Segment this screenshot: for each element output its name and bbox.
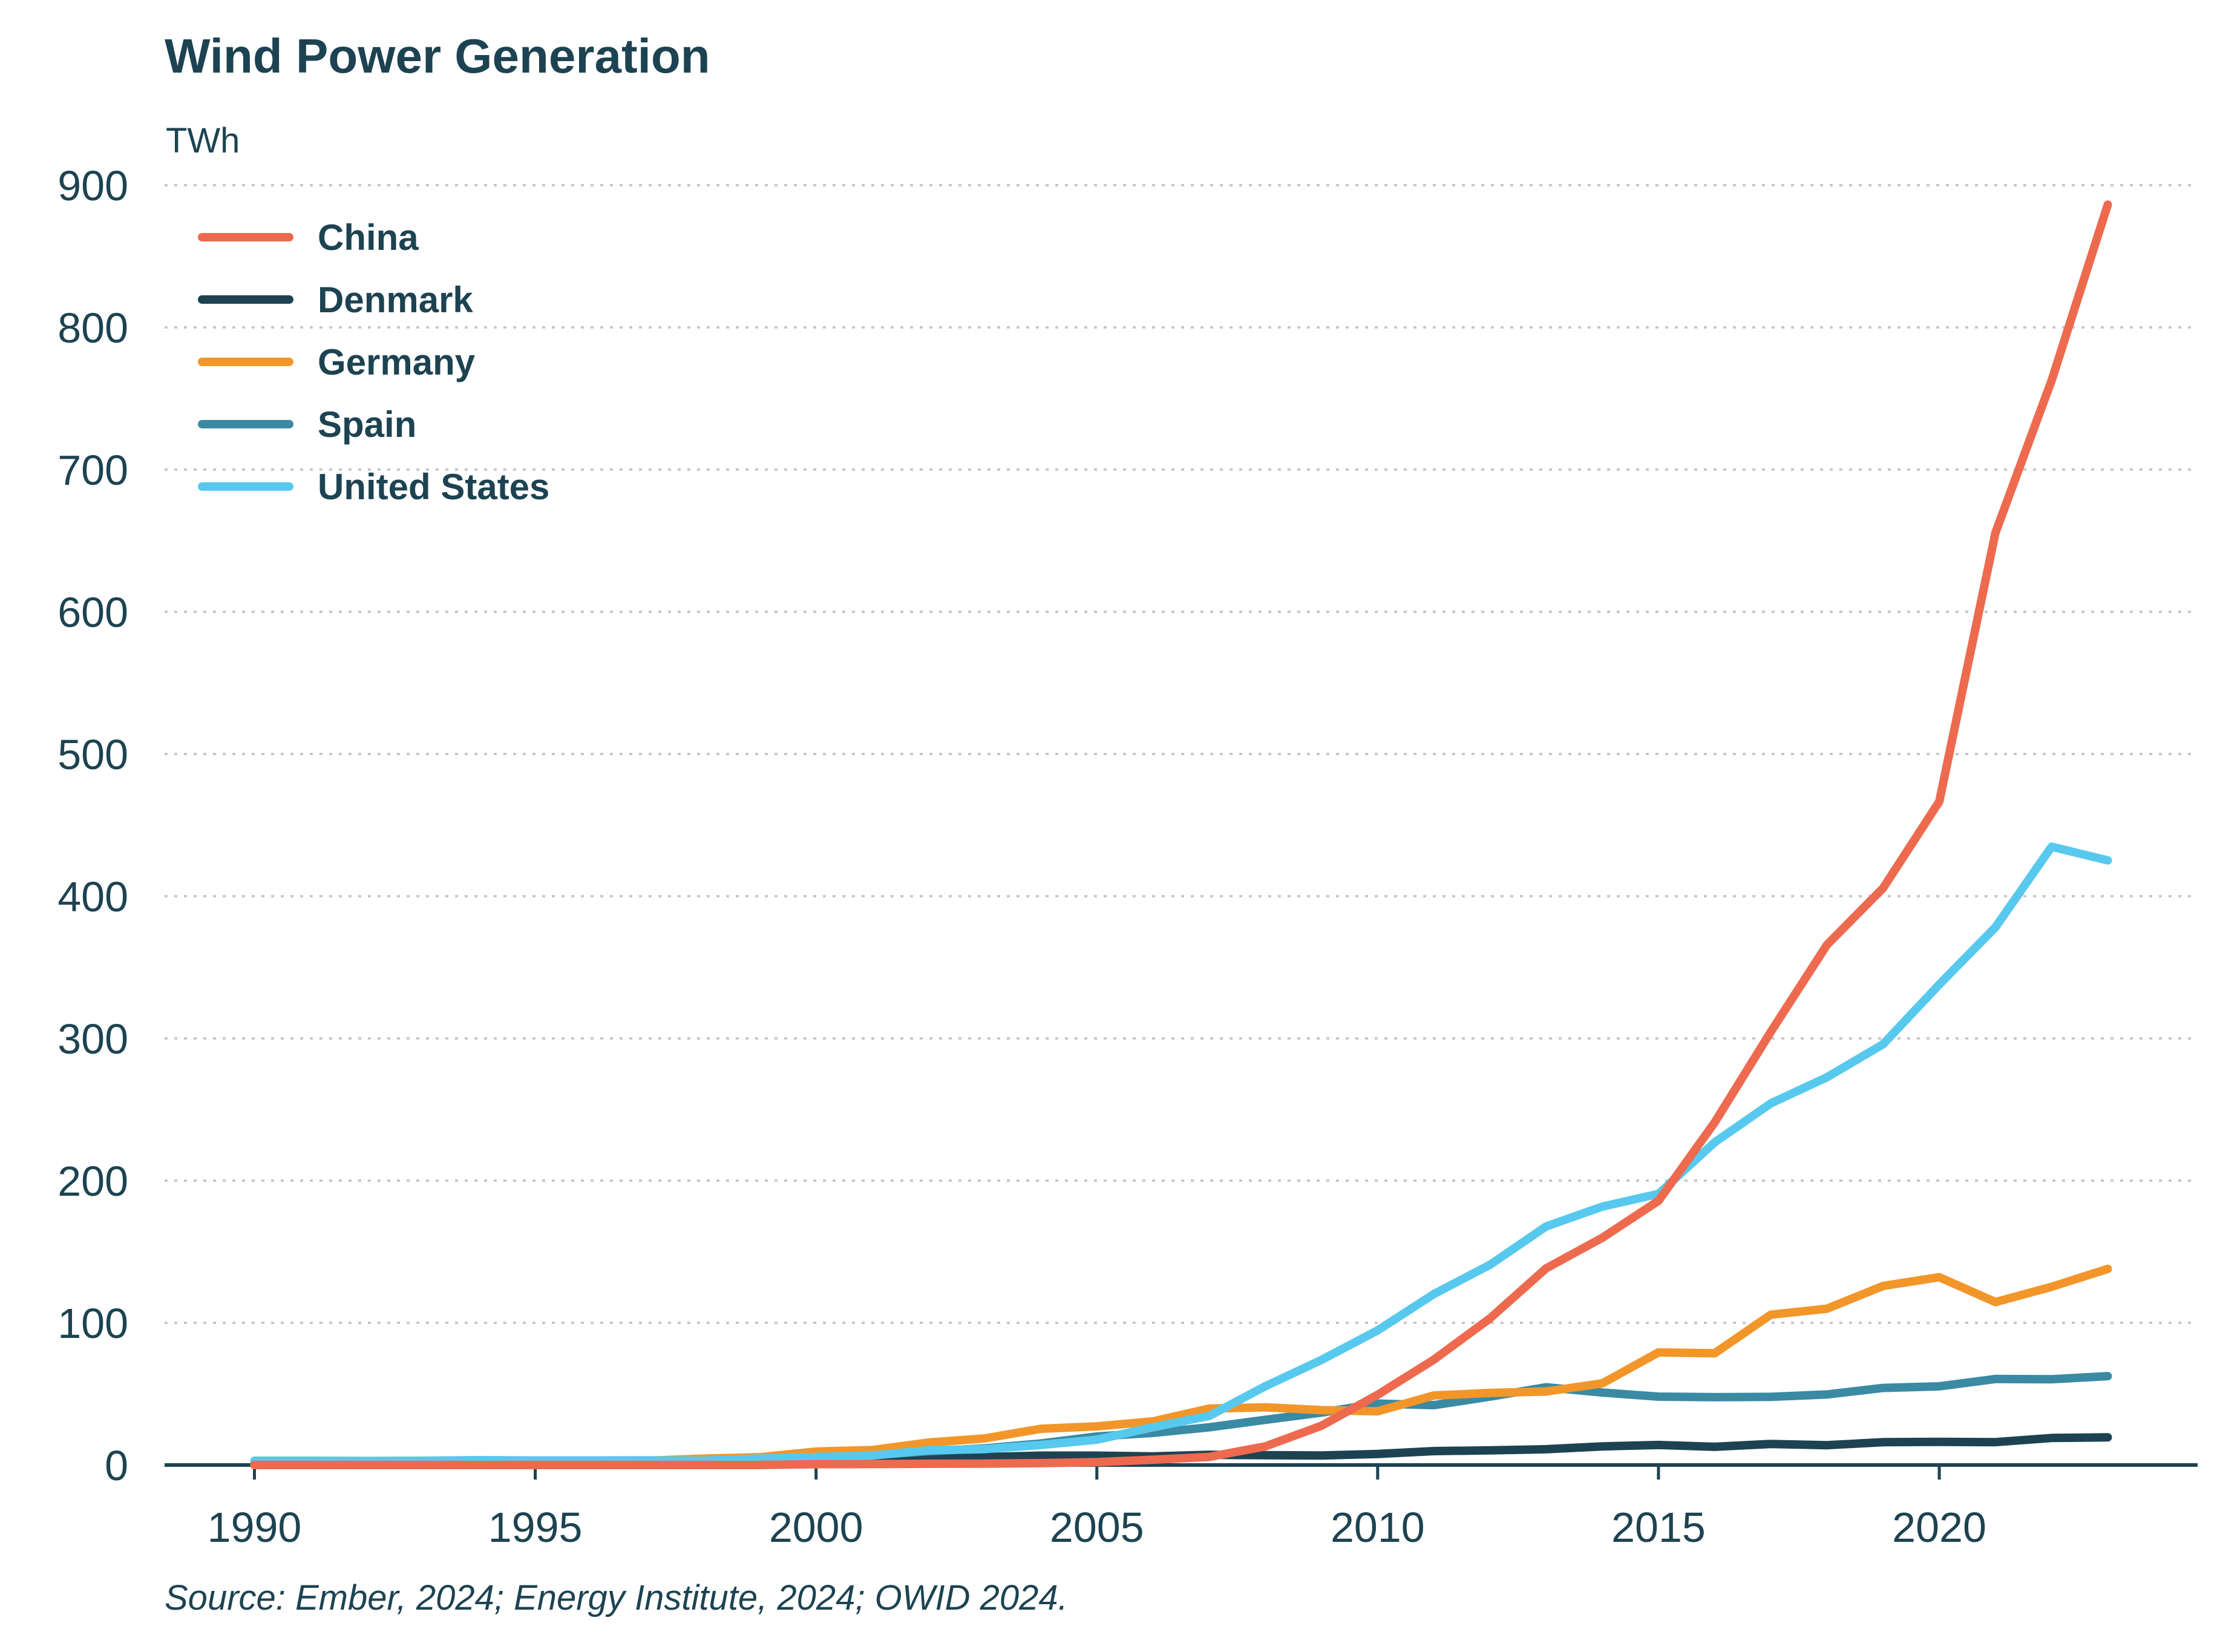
series-line-germany bbox=[250, 1264, 2112, 1469]
gridlines bbox=[165, 184, 2198, 1324]
y-tick-label: 600 bbox=[57, 589, 128, 636]
series-lines bbox=[250, 200, 2112, 1469]
x-tick-label: 2010 bbox=[1331, 1504, 1425, 1551]
legend: China Denmark Germany Spain United States bbox=[198, 217, 549, 507]
y-tick-label: 700 bbox=[57, 447, 128, 494]
y-tick-label: 0 bbox=[105, 1442, 128, 1489]
x-axis-ticks: 1990 1995 2000 2005 2010 2015 2020 bbox=[208, 1465, 1986, 1551]
source-note: Source: Ember, 2024; Energy Institute, 2… bbox=[165, 1578, 1068, 1618]
x-tick-label: 2015 bbox=[1611, 1504, 1706, 1551]
y-tick-label: 300 bbox=[57, 1015, 128, 1063]
y-tick-label: 100 bbox=[57, 1300, 128, 1347]
x-tick-label: 1990 bbox=[208, 1504, 302, 1551]
y-tick-label: 200 bbox=[57, 1158, 128, 1205]
chart-title: Wind Power Generation bbox=[165, 29, 710, 83]
y-tick-label: 400 bbox=[57, 873, 128, 920]
y-tick-label: 500 bbox=[57, 731, 128, 778]
y-axis-ticks: 0 100 200 300 400 500 600 700 800 900 bbox=[57, 162, 128, 1489]
legend-label-denmark: Denmark bbox=[318, 280, 473, 320]
y-tick-label: 800 bbox=[57, 304, 128, 352]
series-line-china bbox=[250, 200, 2112, 1469]
y-tick-label: 900 bbox=[57, 162, 128, 209]
legend-label-china: China bbox=[318, 217, 419, 258]
legend-label-united-states: United States bbox=[318, 467, 549, 507]
x-tick-label: 2020 bbox=[1892, 1504, 1986, 1551]
series-line-united-states bbox=[250, 842, 2112, 1466]
x-tick-label: 2005 bbox=[1050, 1504, 1144, 1551]
legend-label-germany: Germany bbox=[318, 342, 476, 382]
legend-label-spain: Spain bbox=[318, 404, 416, 445]
x-tick-label: 1995 bbox=[488, 1504, 583, 1551]
x-tick-label: 2000 bbox=[769, 1504, 863, 1551]
y-axis-unit-label: TWh bbox=[166, 121, 240, 160]
